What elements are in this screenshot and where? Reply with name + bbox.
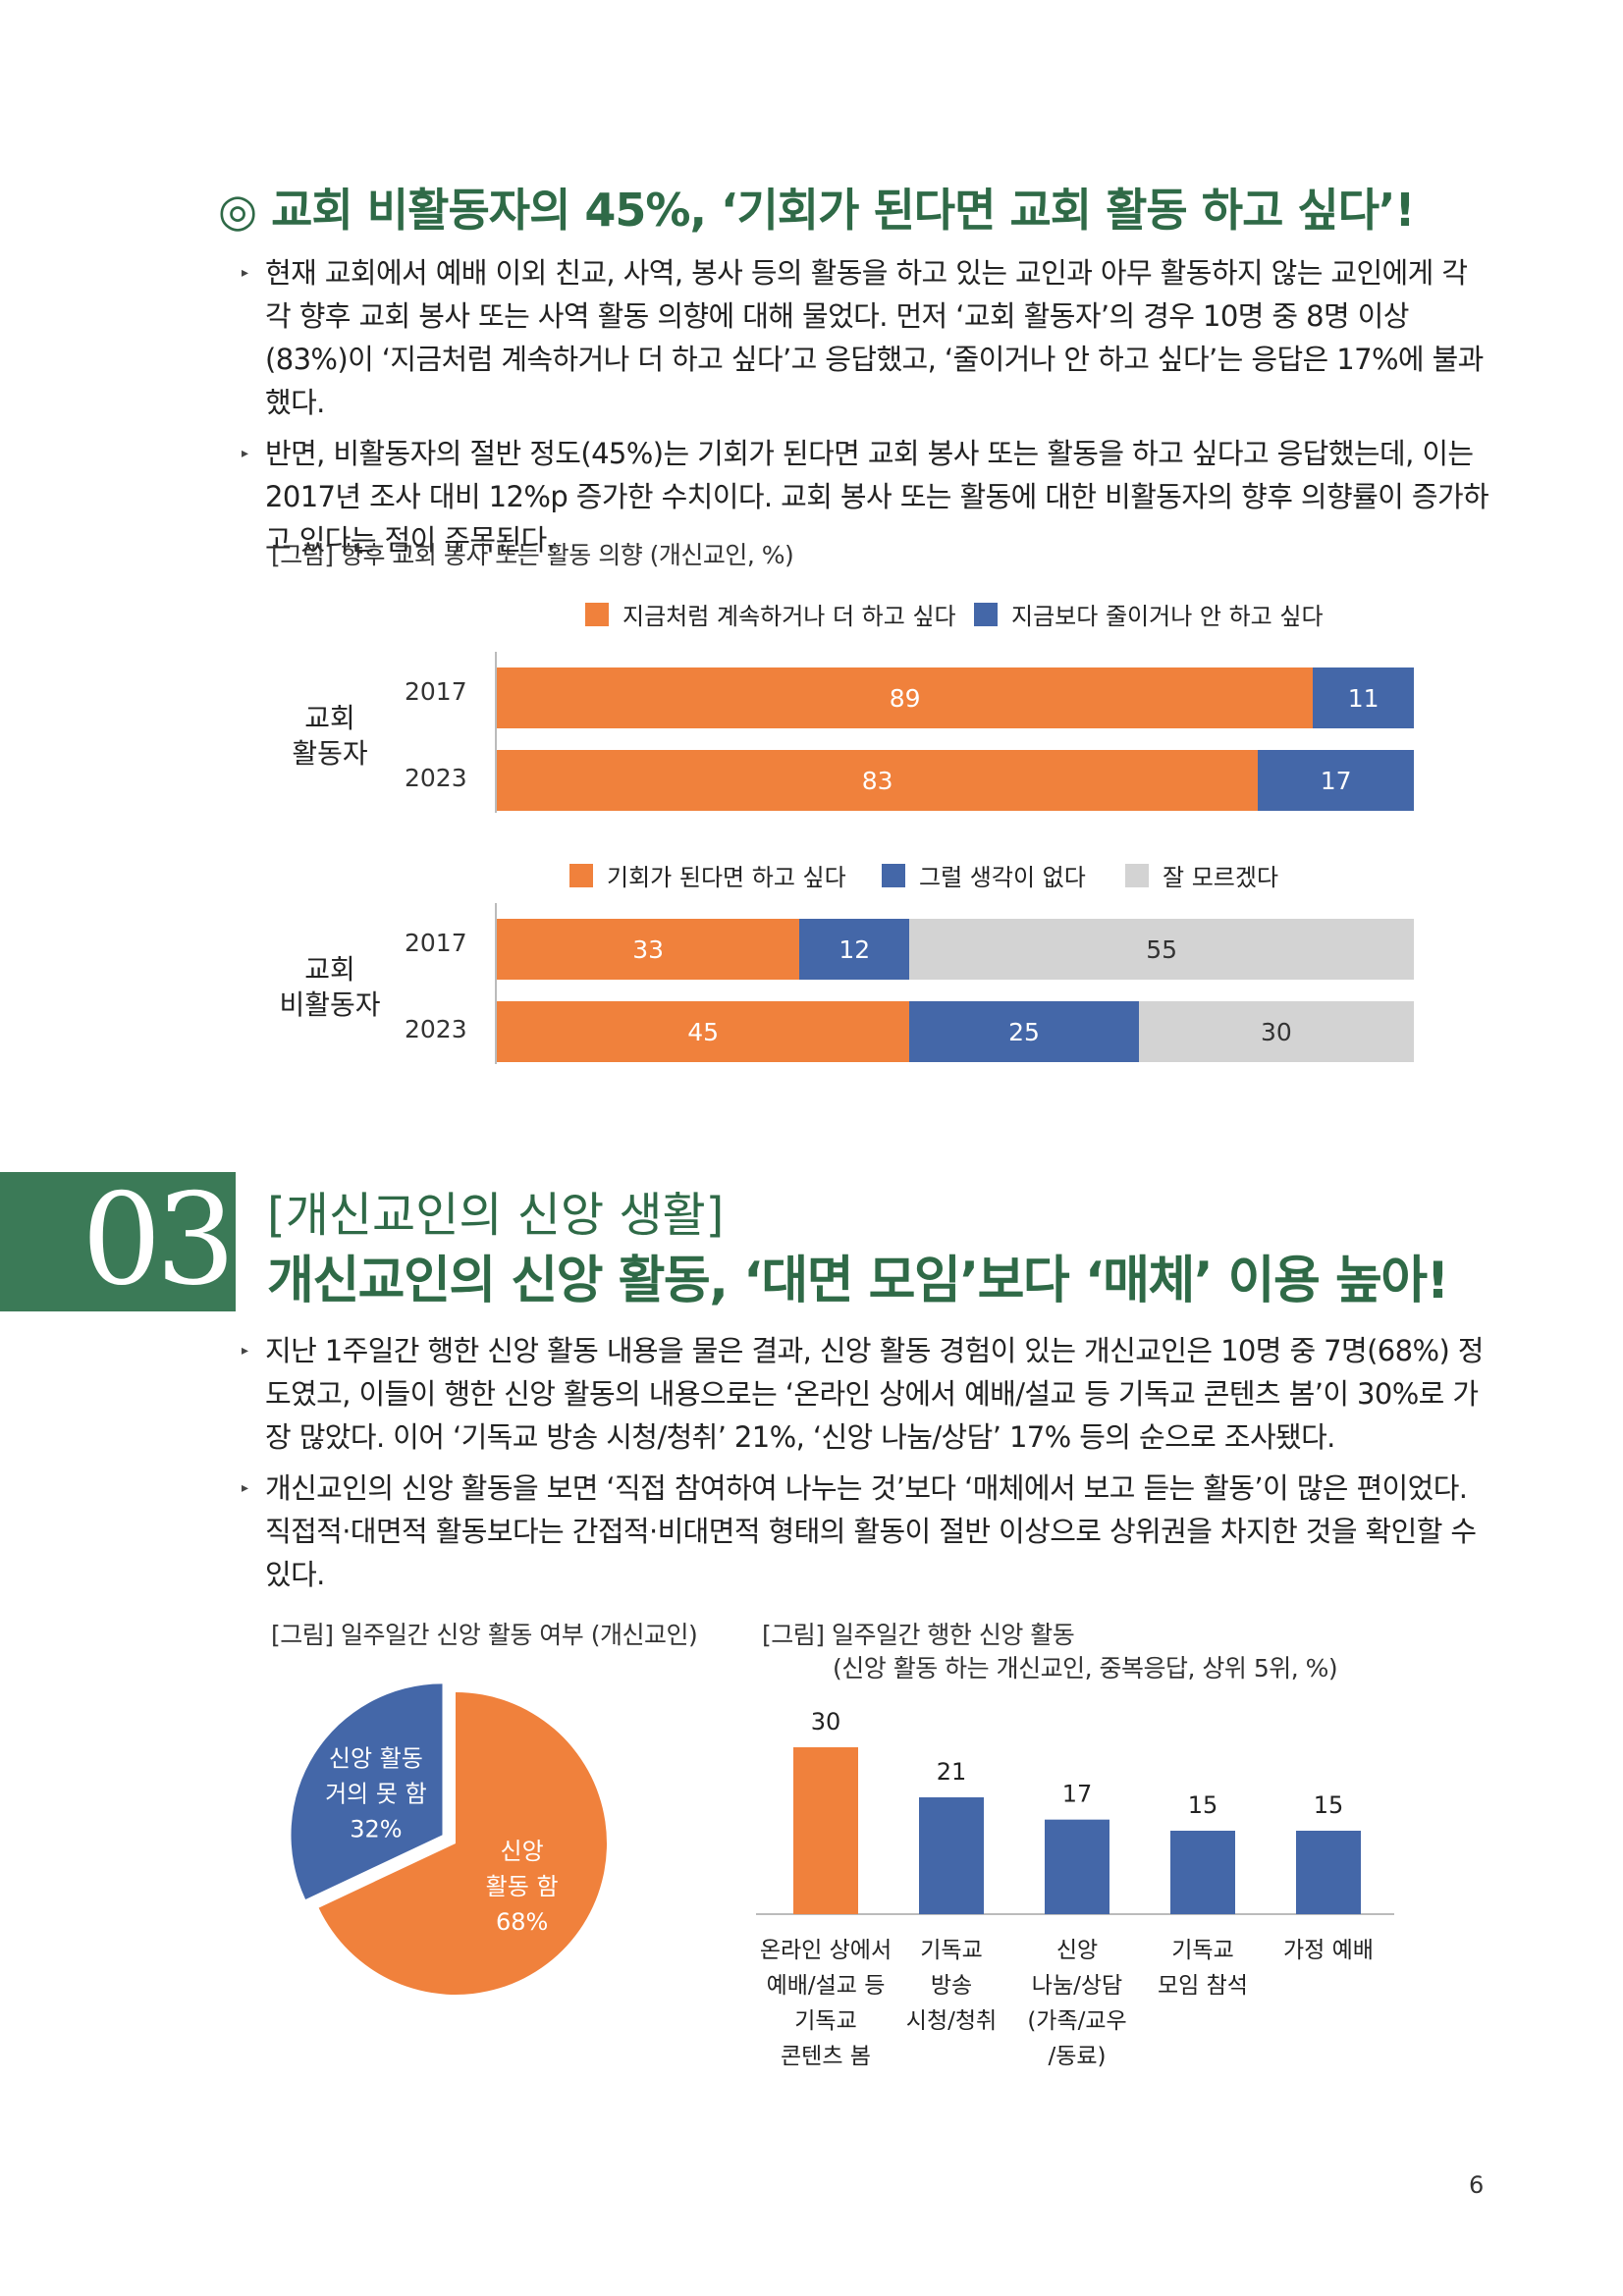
bar-segment: 17 bbox=[1258, 750, 1414, 811]
legend-item: 기회가 된다면 하고 싶다 bbox=[569, 858, 846, 892]
data-label: 15 bbox=[1314, 1791, 1344, 1819]
category-label: 모임 참석 bbox=[1158, 1973, 1248, 1999]
pie-label: 활동 함 bbox=[486, 1873, 559, 1900]
category-label: 방송 bbox=[931, 1973, 972, 1999]
category-label: 예배/설교 등 bbox=[767, 1973, 886, 1999]
axis-line bbox=[495, 903, 497, 1064]
bullet-triangle-icon: ▸ bbox=[242, 265, 248, 281]
column-bar bbox=[1170, 1831, 1235, 1914]
pie-caption: [그림] 일주일간 신앙 활동 여부 (개신교인) bbox=[271, 1621, 698, 1649]
legend-swatch bbox=[569, 863, 593, 887]
column-bar bbox=[919, 1797, 984, 1914]
pie-label: 68% bbox=[496, 1908, 548, 1936]
bar-segment: 33 bbox=[497, 919, 800, 980]
column-bar bbox=[1045, 1819, 1109, 1914]
category-label: 기독교 bbox=[1171, 1938, 1233, 1963]
bar-caption-line2: (신앙 활동 하는 개신교인, 중복응답, 상위 5위, %) bbox=[833, 1654, 1338, 1682]
bar-caption-line1: [그림] 일주일간 행한 신앙 활동 bbox=[762, 1621, 1075, 1649]
category-label: 가정 예배 bbox=[1283, 1938, 1374, 1963]
year-label: 2017 bbox=[405, 929, 467, 957]
category-label: 시청/청취 bbox=[906, 2008, 997, 2034]
data-label: 45 bbox=[687, 1017, 720, 1046]
data-label: 12 bbox=[839, 934, 871, 964]
bar-segment: 11 bbox=[1313, 667, 1414, 728]
bar-segment: 30 bbox=[1138, 1001, 1414, 1062]
data-label: 89 bbox=[889, 683, 921, 713]
pie-label: 거의 못 함 bbox=[325, 1781, 427, 1808]
category-label: 기독교 bbox=[920, 1938, 982, 1963]
column-bar bbox=[793, 1747, 858, 1914]
stacked-bar-active-2017: 89 11 bbox=[497, 667, 1414, 728]
data-label: 21 bbox=[937, 1758, 967, 1786]
pie-label: 신앙 bbox=[501, 1838, 544, 1865]
bullet-triangle-icon: ▸ bbox=[242, 1343, 248, 1359]
section-heading: ◎ 교회 비활동자의 45%, ‘기회가 된다면 교회 활동 하고 싶다’! bbox=[218, 184, 1415, 237]
bar-segment: 45 bbox=[497, 1001, 910, 1062]
bar-segment: 83 bbox=[497, 750, 1259, 811]
data-label: 55 bbox=[1146, 934, 1178, 964]
year-label: 2023 bbox=[405, 1015, 467, 1043]
data-label: 15 bbox=[1188, 1791, 1218, 1819]
bar-segment: 12 bbox=[799, 919, 910, 980]
bullet-item: ▸ 현재 교회에서 예배 이외 친교, 사역, 봉사 등의 활동을 하고 있는 교… bbox=[242, 251, 1490, 424]
data-label: 30 bbox=[1260, 1017, 1292, 1046]
pie-slice bbox=[291, 1683, 443, 1899]
legend-swatch bbox=[974, 602, 998, 626]
bullet-triangle-icon: ▸ bbox=[242, 446, 248, 461]
section-title: 개신교인의 신앙 활동, ‘대면 모임’보다 ‘매체’ 이용 높아! bbox=[267, 1252, 1449, 1310]
data-label: 17 bbox=[1062, 1781, 1093, 1808]
data-label: 30 bbox=[811, 1708, 841, 1735]
category-label: 신앙 bbox=[1056, 1938, 1098, 1963]
stacked-bar-inactive-2023: 45 25 30 bbox=[497, 1001, 1414, 1062]
column-bar bbox=[1296, 1831, 1361, 1914]
bar-segment: 25 bbox=[909, 1001, 1139, 1062]
category-label: /동료) bbox=[1048, 2044, 1106, 2069]
bullet-item: ▸ 지난 1주일간 행한 신앙 활동 내용을 물은 결과, 신앙 활동 경험이 있… bbox=[242, 1329, 1490, 1459]
category-label: 기독교 bbox=[794, 2008, 856, 2034]
legend-swatch bbox=[882, 863, 905, 887]
legend-item: 잘 모르겠다 bbox=[1125, 858, 1278, 892]
category-label: (가족/교우 bbox=[1027, 2008, 1126, 2034]
bar-segment: 55 bbox=[909, 919, 1414, 980]
bullet-item: ▸ 반면, 비활동자의 절반 정도(45%)는 기회가 된다면 교회 봉사 또는 … bbox=[242, 432, 1490, 561]
pie-label: 신앙 활동 bbox=[329, 1745, 423, 1773]
figure-caption: [그림] 향후 교회 봉사 또는 활동 의향 (개신교인, %) bbox=[271, 541, 794, 569]
data-label: 25 bbox=[1008, 1017, 1040, 1046]
section3-bullets: ▸ 지난 1주일간 행한 신앙 활동 내용을 물은 결과, 신앙 활동 경험이 있… bbox=[242, 1329, 1490, 1604]
pie-label: 32% bbox=[350, 1816, 402, 1843]
data-label: 11 bbox=[1347, 683, 1380, 713]
legend-item: 그럴 생각이 없다 bbox=[882, 858, 1086, 892]
section-number: 03 bbox=[81, 1167, 236, 1313]
bar-segment: 89 bbox=[497, 667, 1314, 728]
category-label: 나눔/상담 bbox=[1032, 1973, 1122, 1999]
section-number-block: 03 bbox=[0, 1167, 236, 1313]
legend-item: 지금보다 줄이거나 안 하고 싶다 bbox=[974, 597, 1324, 631]
year-label: 2017 bbox=[405, 677, 467, 706]
pie-slice bbox=[318, 1692, 607, 1995]
group-label-active: 교회 활동자 bbox=[292, 702, 368, 770]
legend-swatch bbox=[585, 602, 609, 626]
section1-bullets: ▸ 현재 교회에서 예배 이외 친교, 사역, 봉사 등의 활동을 하고 있는 교… bbox=[242, 251, 1490, 569]
data-label: 83 bbox=[861, 766, 893, 795]
group-label-inactive: 교회 비활동자 bbox=[279, 953, 381, 1021]
legend-swatch bbox=[1125, 863, 1149, 887]
legend-item: 지금처럼 계속하거나 더 하고 싶다 bbox=[585, 597, 956, 631]
section-subtitle: [개신교인의 신앙 생활] bbox=[267, 1188, 725, 1243]
data-label: 33 bbox=[632, 934, 665, 964]
stacked-bar-inactive-2017: 33 12 55 bbox=[497, 919, 1414, 980]
category-label: 콘텐츠 봄 bbox=[781, 2044, 871, 2069]
data-label: 17 bbox=[1320, 766, 1352, 795]
category-label: 온라인 상에서 bbox=[760, 1938, 892, 1963]
stacked-bar-active-2023: 83 17 bbox=[497, 750, 1414, 811]
bullet-triangle-icon: ▸ bbox=[242, 1480, 248, 1496]
bullet-item: ▸ 개신교인의 신앙 활동을 보면 ‘직접 참여하여 나누는 것’보다 ‘매체에서… bbox=[242, 1467, 1490, 1596]
axis-line bbox=[495, 652, 497, 813]
page-number: 6 bbox=[1469, 2171, 1485, 2199]
year-label: 2023 bbox=[405, 764, 467, 792]
